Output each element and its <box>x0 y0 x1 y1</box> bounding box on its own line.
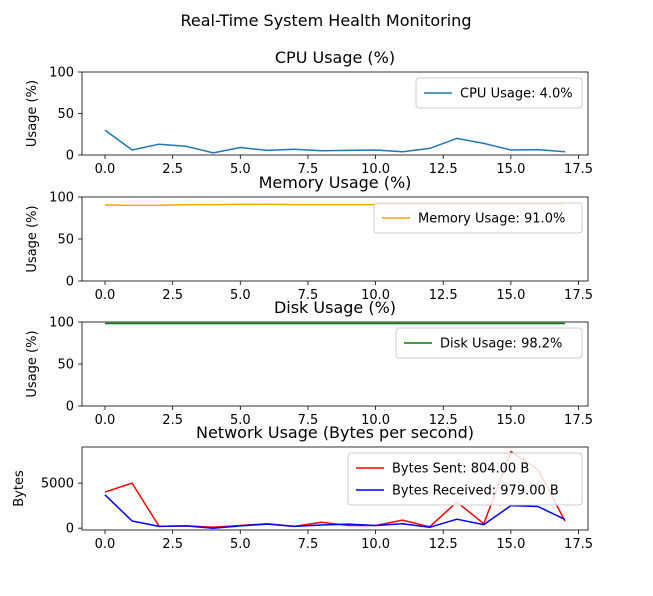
y-tick-label: 0 <box>66 149 74 164</box>
x-tick-label: 2.5 <box>162 537 183 552</box>
chart-panel-cpu-usage: CPU Usage (%) 0.0 2.5 5.0 7.5 10.0 12.5 15.0 17.… <box>25 48 593 177</box>
x-tick-label: 2.5 <box>162 413 183 428</box>
series-line-bytes-received-979-00-b <box>104 494 566 529</box>
x-tick-label: 7.5 <box>298 288 319 303</box>
x-tick-label: 17.5 <box>564 537 593 552</box>
panel-title: Network Usage (Bytes per second) <box>196 423 474 442</box>
x-tick-label: 15.0 <box>496 537 525 552</box>
legend-entry: CPU Usage: 4.0% <box>460 87 573 102</box>
x-tick-label: 17.5 <box>564 413 593 428</box>
y-tick-label: 0 <box>66 522 74 537</box>
x-tick-label: 12.5 <box>429 413 458 428</box>
x-tick-label: 10.0 <box>361 162 390 177</box>
x-tick-label: 17.5 <box>564 162 593 177</box>
x-tick-label: 5.0 <box>230 413 251 428</box>
chart-panel-network-usage-bytes-per-second: Network Usage (Bytes per second) 0.0 2.5 5.… <box>12 423 593 552</box>
legend-entry: Disk Usage: 98.2% <box>440 337 562 352</box>
legend-frame <box>395 327 583 359</box>
y-axis-label: Bytes <box>12 470 27 507</box>
legend-frame <box>347 452 583 506</box>
chart-panel-memory-usage: Memory Usage (%) 0.0 2.5 5.0 7.5 10.0 12.5 15.0… <box>25 173 593 303</box>
legend: Memory Usage: 91.0% <box>373 202 583 234</box>
chart-panels: CPU Usage (%) 0.0 2.5 5.0 7.5 10.0 12.5 15.0 17.… <box>12 48 593 552</box>
y-tick-label: 0 <box>66 400 74 415</box>
x-tick-label: 5.0 <box>230 288 251 303</box>
panel-title: Memory Usage (%) <box>259 173 412 192</box>
y-tick-label: 50 <box>57 358 74 373</box>
figure-title: Real-Time System Health Monitoring <box>181 11 472 30</box>
x-tick-label: 15.0 <box>496 162 525 177</box>
panel-title: CPU Usage (%) <box>275 48 395 67</box>
x-tick-label: 0.0 <box>95 537 116 552</box>
x-tick-label: 7.5 <box>298 162 319 177</box>
x-tick-label: 0.0 <box>95 162 116 177</box>
legend-entry: Bytes Received: 979.00 B <box>392 484 559 499</box>
legend: CPU Usage: 4.0% <box>415 77 583 109</box>
chart-panel-disk-usage: Disk Usage (%) 0.0 2.5 5.0 7.5 10.0 12.5 15.0 17… <box>25 298 593 428</box>
y-tick-label: 5000 <box>41 477 74 492</box>
series-line-cpu-usage-4-0 <box>104 129 566 154</box>
x-tick-label: 0.0 <box>95 413 116 428</box>
x-tick-label: 15.0 <box>496 413 525 428</box>
axes-frame <box>81 446 589 531</box>
x-tick-label: 7.5 <box>298 413 319 428</box>
y-axis-label: Usage (%) <box>25 330 40 397</box>
y-tick-label: 100 <box>49 191 74 206</box>
x-tick-label: 15.0 <box>496 288 525 303</box>
legend-entry: Memory Usage: 91.0% <box>418 212 565 227</box>
y-axis-label: Usage (%) <box>25 80 40 147</box>
x-tick-label: 2.5 <box>162 288 183 303</box>
y-tick-label: 50 <box>57 233 74 248</box>
x-tick-label: 10.0 <box>361 288 390 303</box>
x-tick-label: 2.5 <box>162 162 183 177</box>
y-tick-label: 100 <box>49 66 74 81</box>
legend-frame <box>415 77 583 109</box>
y-tick-label: 100 <box>49 316 74 331</box>
x-tick-label: 5.0 <box>230 537 251 552</box>
legend: Bytes Sent: 804.00 B Bytes Received: 979.… <box>347 452 583 506</box>
x-tick-label: 5.0 <box>230 162 251 177</box>
legend: Disk Usage: 98.2% <box>395 327 583 359</box>
x-tick-label: 7.5 <box>298 537 319 552</box>
x-tick-label: 12.5 <box>429 288 458 303</box>
x-tick-label: 10.0 <box>361 537 390 552</box>
x-tick-label: 12.5 <box>429 537 458 552</box>
x-tick-label: 12.5 <box>429 162 458 177</box>
x-tick-label: 10.0 <box>361 413 390 428</box>
y-axis-label: Usage (%) <box>25 205 40 272</box>
legend-entry: Bytes Sent: 804.00 B <box>392 462 529 477</box>
x-tick-label: 0.0 <box>95 288 116 303</box>
x-tick-label: 17.5 <box>564 288 593 303</box>
legend-frame <box>373 202 583 234</box>
panel-title: Disk Usage (%) <box>274 298 396 317</box>
y-tick-label: 50 <box>57 107 74 122</box>
y-tick-label: 0 <box>66 275 74 290</box>
